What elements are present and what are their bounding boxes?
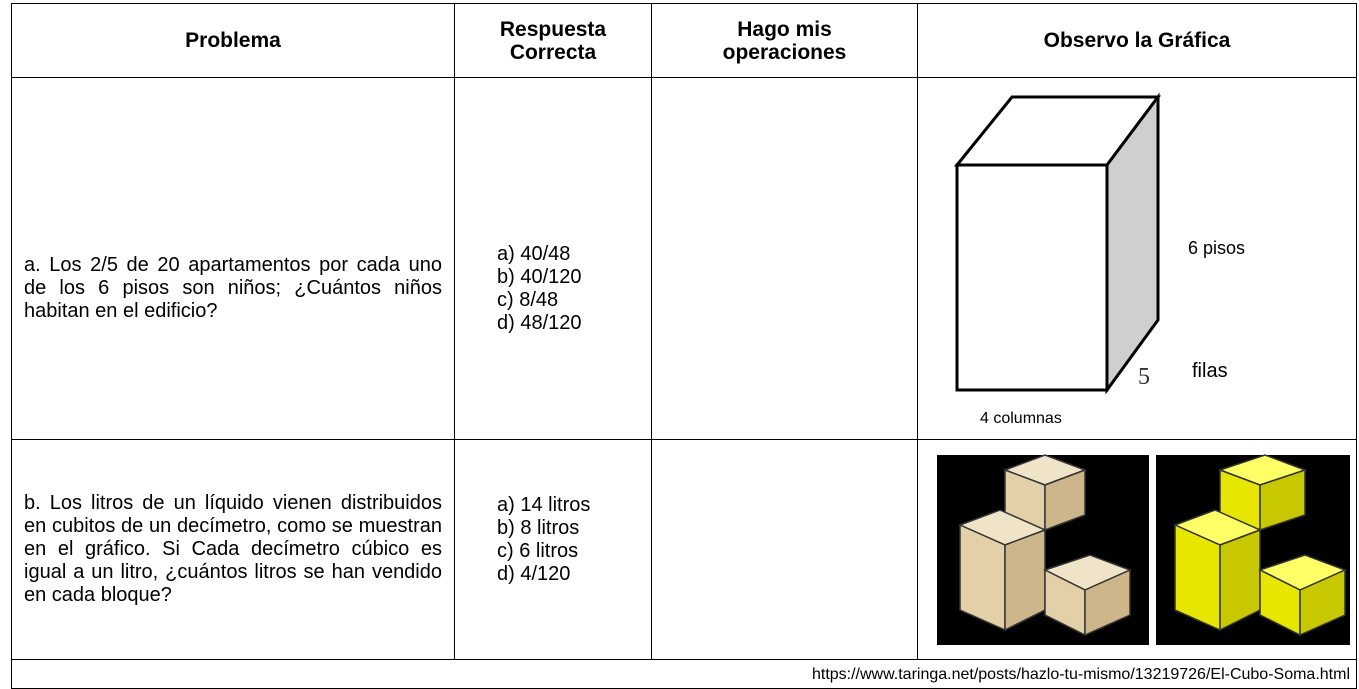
graphic-label: filas (1192, 360, 1228, 382)
answer: b) 40/120 (497, 265, 582, 288)
problem-cell: a. Los 2/5 de 20 apartamentos por cada u… (11, 77, 455, 440)
answer: a) 14 litros (497, 493, 591, 516)
source-url: https://www.taringa.net/posts/hazlo-tu-m… (811, 666, 1350, 683)
answer: d) 4/120 (497, 562, 571, 585)
graphic-label: 5 (1138, 364, 1150, 390)
graphic-label: 4 columnas (980, 410, 1062, 427)
header-cell: Respuesta Correcta (454, 3, 652, 78)
answer: d) 48/120 (497, 311, 582, 334)
footer-cell: https://www.taringa.net/posts/hazlo-tu-m… (11, 659, 1357, 689)
answers-cell: a) 14 litros b) 8 litros c) 6 litros d) … (454, 439, 652, 660)
answer: c) 6 litros (497, 539, 579, 562)
problem: a. Los 2/5 de 20 apartamentos por cada u… (24, 254, 442, 322)
answer: c) 8/48 (497, 288, 559, 311)
problem: b. Los litros de un líquido vienen distr… (24, 492, 442, 606)
answers-cell: a) 40/48 b) 40/120 c) 8/48 d) 48/120 (454, 77, 652, 440)
graphic-label: 6 pisos (1188, 238, 1246, 258)
answer: b) 8 litros (497, 516, 580, 539)
answer: a) 40/48 (497, 242, 571, 265)
problem-cell: b. Los litros de un líquido vienen distr… (11, 439, 455, 660)
header: Hago mis operaciones (722, 17, 847, 64)
header: Observo la Gráfica (1043, 29, 1231, 52)
header: Problema (185, 29, 281, 52)
header: Respuesta Correcta (499, 17, 607, 64)
